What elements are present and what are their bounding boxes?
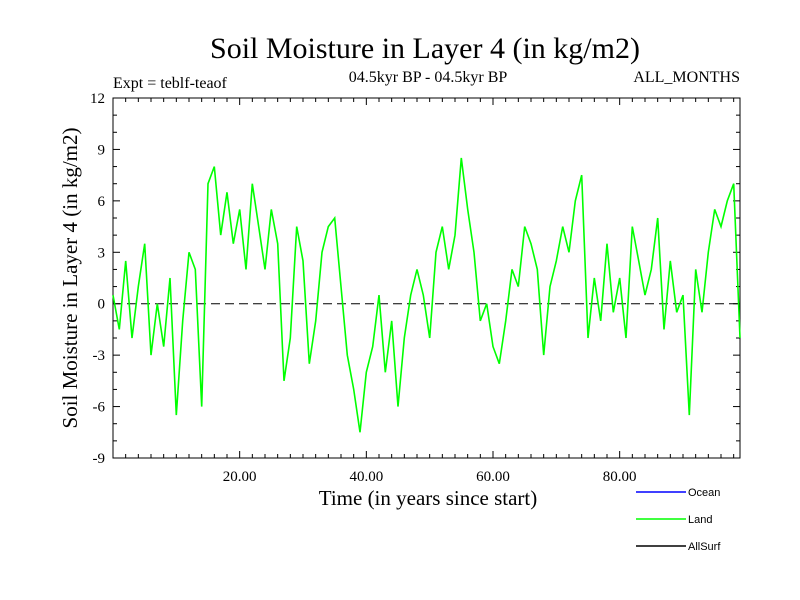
y-axis-title: Soil Moisture in Layer 4 (in kg/m2): [58, 128, 82, 429]
axis-ticks: -9 -6 -3 0 3 6 9 12 20.00 40.00 60.00 80.00: [90, 91, 740, 485]
y-tick-label: -3: [93, 348, 106, 364]
x-tick-label: 80.00: [603, 469, 637, 485]
plot-frame: [112, 97, 741, 459]
subtitle-period: 04.5kyr BP - 04.5kyr BP: [349, 69, 508, 86]
legend-label-land: Land: [688, 514, 712, 526]
y-tick-label: -9: [93, 451, 106, 467]
x-tick-label: 60.00: [476, 469, 510, 485]
subtitle-months: ALL_MONTHS: [633, 69, 740, 86]
chart-title: Soil Moisture in Layer 4 (in kg/m2): [210, 32, 640, 65]
y-tick-label: -6: [93, 400, 106, 416]
y-tick-label: 12: [90, 91, 105, 107]
y-tick-label: 3: [98, 245, 106, 261]
subtitle-experiment: Expt = teblf-teaof: [113, 75, 228, 92]
y-tick-label: 9: [98, 142, 106, 158]
legend-label-allsurf: AllSurf: [688, 541, 721, 553]
series-line-land: [112, 157, 741, 433]
legend-label-ocean: Ocean: [688, 487, 720, 499]
x-tick-label: 40.00: [349, 469, 383, 485]
y-tick-label: 0: [98, 297, 106, 313]
series-layer: [112, 157, 741, 433]
x-axis-title: Time (in years since start): [319, 486, 538, 510]
y-tick-label: 6: [98, 194, 106, 210]
legend: Ocean Land AllSurf: [636, 487, 721, 553]
x-tick-label: 20.00: [223, 469, 257, 485]
